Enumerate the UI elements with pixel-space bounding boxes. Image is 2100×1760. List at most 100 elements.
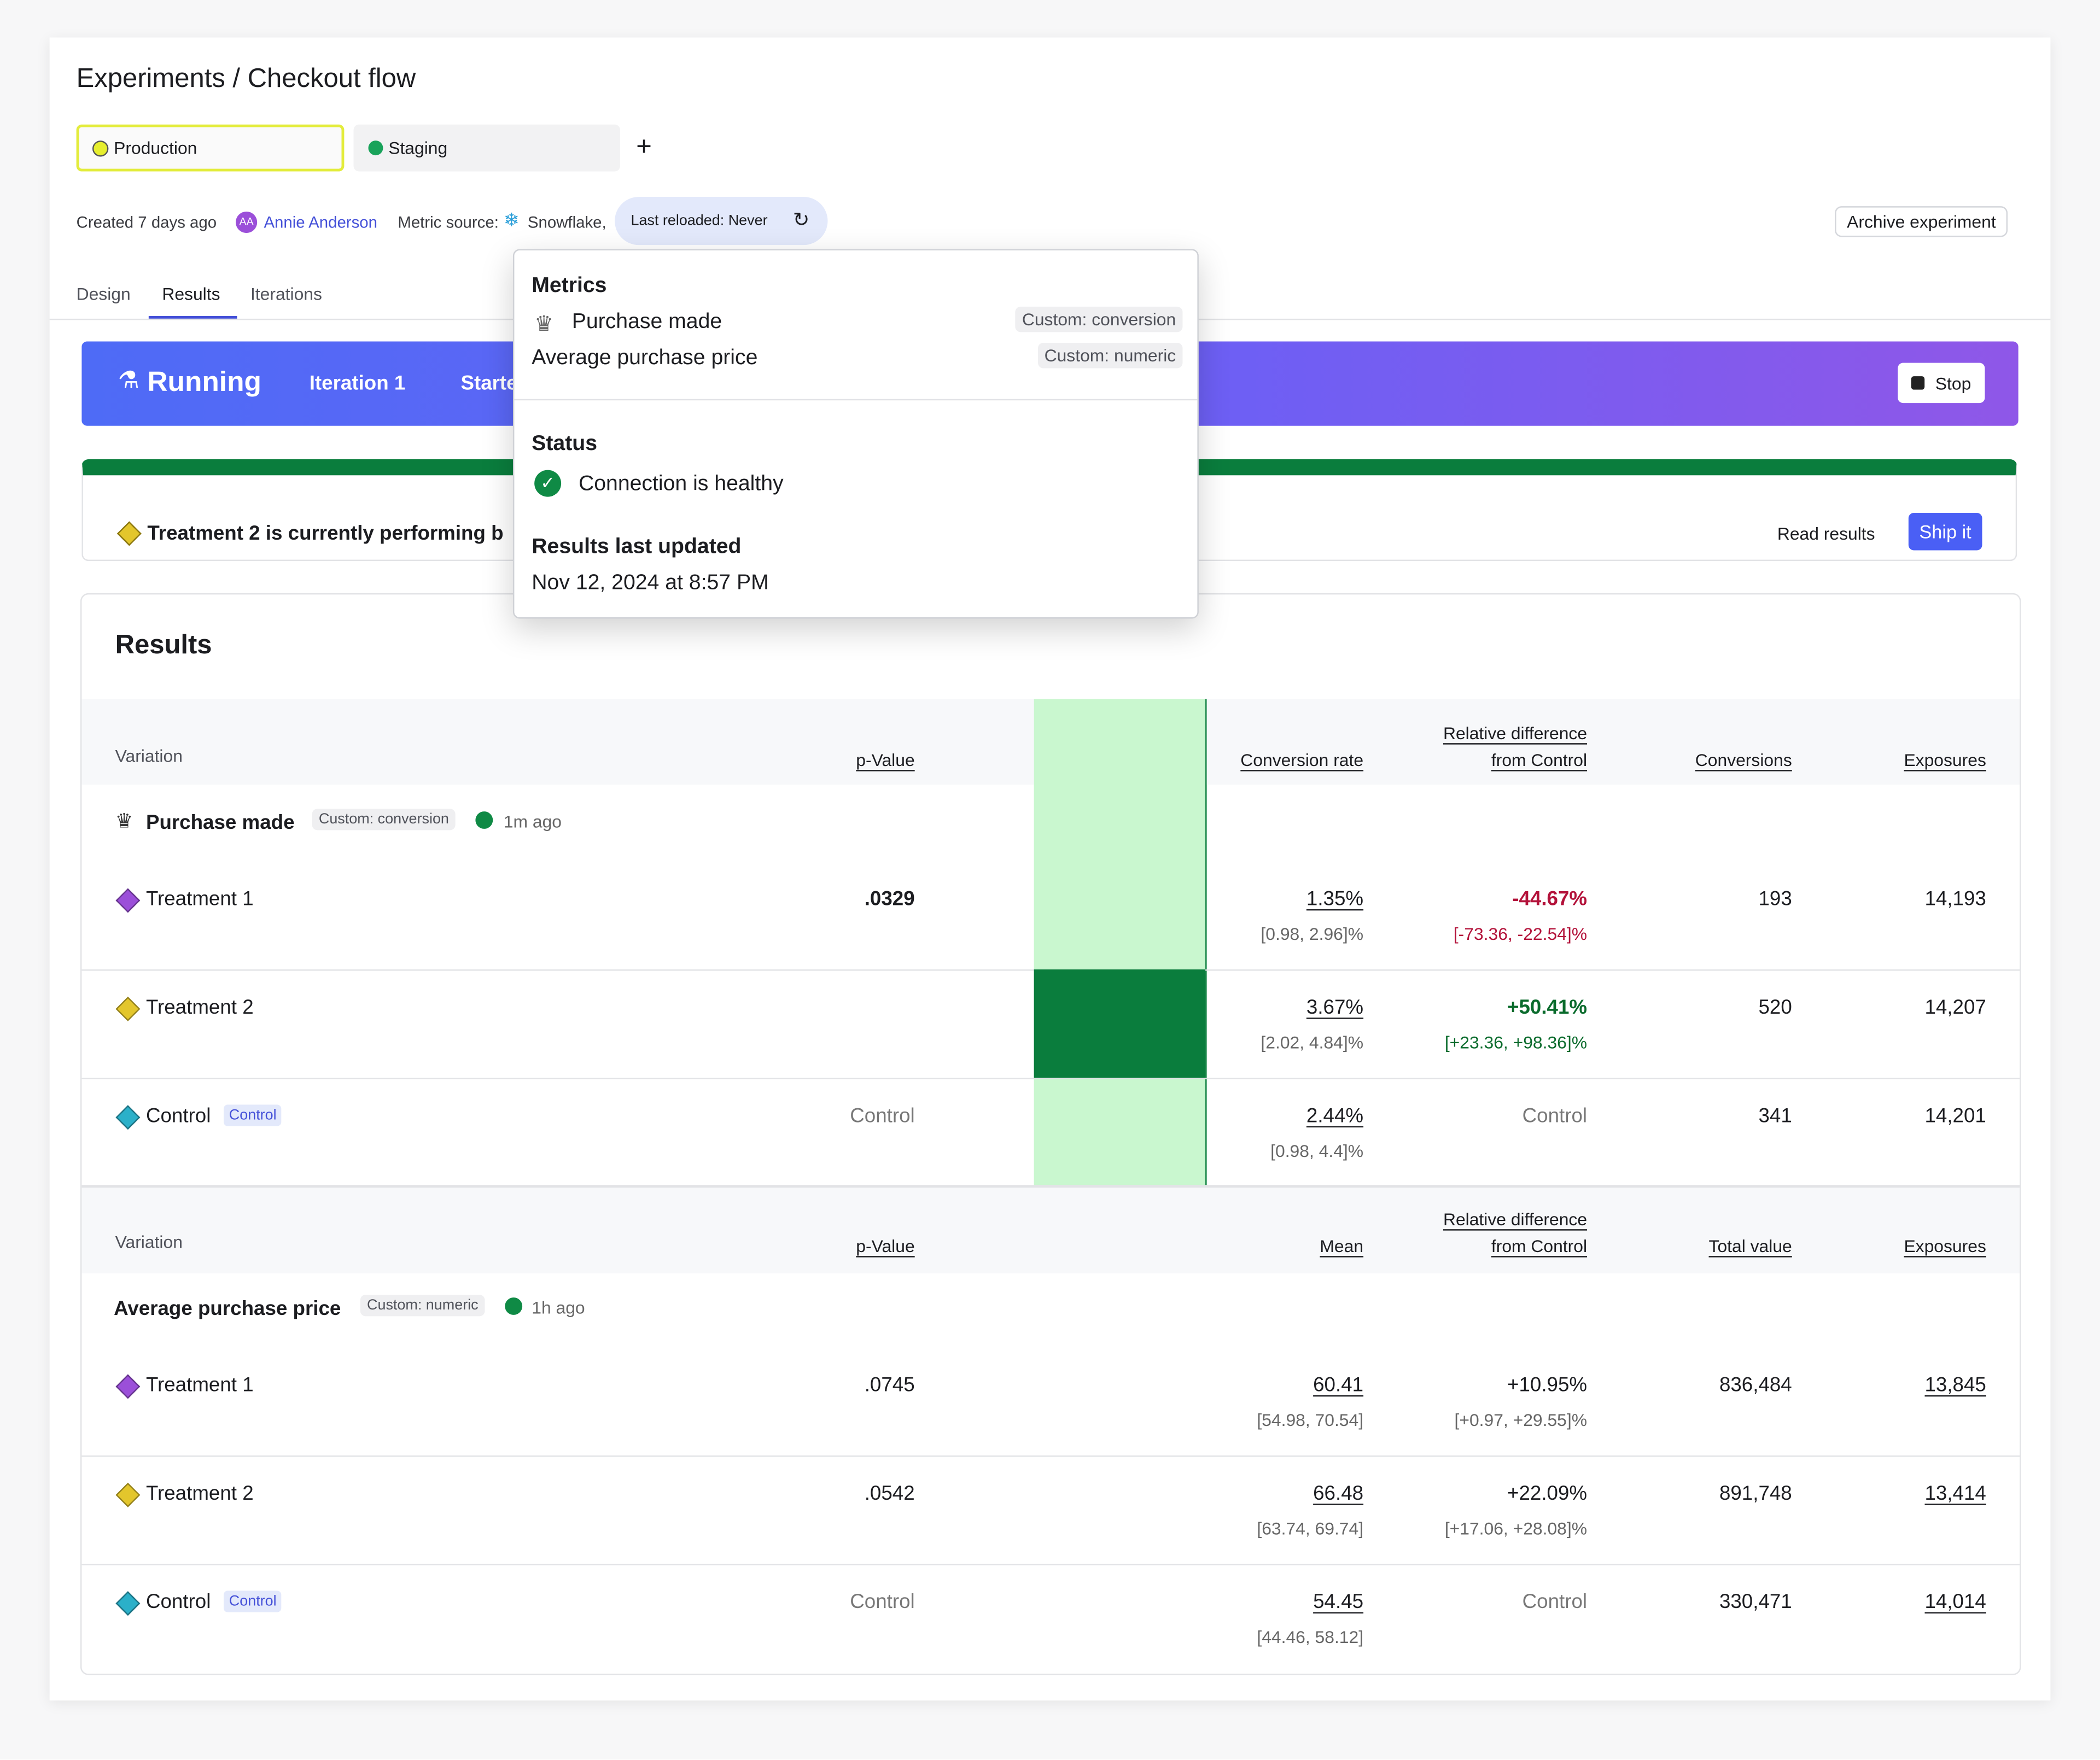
ship-button[interactable]: Ship it [1908, 512, 1982, 551]
column-header: Relative difference from Control [1443, 1209, 1588, 1256]
cell-value: 54.45 [1313, 1591, 1364, 1614]
reload-pill[interactable]: Last reloaded: Never ↻ [615, 197, 828, 245]
metric-icon: ♛ [115, 810, 133, 833]
cell-ci: [2.02, 4.84]% [1261, 1032, 1364, 1053]
metric-source: Snowflake, [527, 213, 606, 232]
updated-text: Nov 12, 2024 at 8:57 PM [532, 571, 769, 595]
cell-diff-ci: [+0.97, +29.55]% [1454, 1410, 1588, 1430]
tab[interactable]: Results [162, 284, 220, 304]
cell-pvalue: .0542 [864, 1482, 915, 1505]
cell-ci: [54.98, 70.54] [1257, 1410, 1364, 1430]
metric-name: Average purchase price [114, 1297, 341, 1320]
cell-value: 66.48 [1313, 1482, 1364, 1505]
health-icon [505, 1297, 523, 1315]
env-tab[interactable]: Staging [353, 124, 620, 172]
reload-icon[interactable]: ↻ [792, 209, 810, 232]
env-dot [368, 141, 383, 156]
cell-exposures: 14,207 [1924, 996, 1986, 1019]
metric-name: Purchase made [145, 811, 295, 834]
cell-count: 891,748 [1719, 1482, 1792, 1505]
metric-age: 1h ago [532, 1297, 585, 1318]
cell-diff-ci: [+17.06, +28.08]% [1444, 1518, 1588, 1539]
row-divider [81, 1455, 2020, 1457]
variation-name: Treatment 2 [145, 1482, 254, 1505]
add-env[interactable]: + [636, 132, 652, 162]
column-header: Relative difference from Control [1443, 723, 1588, 770]
status: Running [147, 367, 261, 398]
table-header [81, 1185, 2020, 1273]
tab[interactable]: Design [76, 284, 131, 304]
row-divider [81, 1078, 2020, 1079]
diamond [115, 996, 141, 1021]
control-badge: Control [223, 1591, 282, 1612]
metric-tag: Custom: numeric [360, 1295, 485, 1317]
variation-name: Treatment 1 [145, 1373, 254, 1397]
cell-count: 330,471 [1719, 1591, 1792, 1614]
significant-cell [1034, 969, 1206, 1078]
alert-message: Treatment 2 is currently performing b [147, 522, 504, 545]
cell-count: 520 [1758, 996, 1792, 1019]
cell-pvalue: .0500 [864, 996, 915, 1019]
cell-ci: [63.74, 69.74] [1257, 1518, 1364, 1539]
results-title: Results [115, 630, 212, 660]
cell-value: 2.44% [1306, 1104, 1364, 1128]
created: Created 7 days ago [76, 213, 217, 232]
env-tab[interactable]: Production [76, 124, 345, 172]
cell-value: 1.35% [1306, 887, 1364, 911]
cell-exposures: 13,845 [1924, 1373, 1986, 1397]
table-header-bg [1206, 699, 2020, 785]
column-header: Exposures [1904, 1236, 1986, 1256]
cell-ci: [0.98, 4.4]% [1270, 1141, 1364, 1161]
column-header: Total value [1708, 1236, 1792, 1256]
cell-exposures: 14,014 [1924, 1591, 1986, 1614]
stop-label: Stop [1935, 373, 1971, 394]
cell-value: 3.67% [1306, 996, 1364, 1019]
cell-exposures: 14,201 [1924, 1104, 1986, 1128]
flask-icon: ⚗ [118, 367, 140, 394]
popover-heading: Metrics [532, 274, 607, 297]
cell-exposures: 14,193 [1924, 887, 1986, 911]
env-dot [92, 141, 109, 157]
read-results[interactable]: Read results [1777, 523, 1875, 544]
env-label: Staging [388, 138, 448, 158]
cell-diff: Control [1522, 1104, 1588, 1128]
metric-tag: Custom: numeric [1037, 342, 1183, 369]
row-divider [81, 1564, 2020, 1565]
metric-tag: Custom: conversion [1015, 306, 1183, 332]
popover-heading: Status [532, 432, 598, 455]
cell-diff: Control [1522, 1591, 1588, 1614]
stop-button[interactable]: Stop [1898, 362, 1985, 404]
cell-diff: +10.95% [1507, 1373, 1588, 1397]
tab-underline [148, 315, 237, 319]
stop-icon [1911, 376, 1925, 390]
check-icon: ✓ [534, 470, 562, 497]
metric-age: 1m ago [503, 811, 562, 832]
column-header: p-Value [856, 750, 915, 770]
archive-button[interactable]: Archive experiment [1835, 206, 2008, 237]
cell-diff-ci: [-73.36, -22.54]% [1453, 923, 1588, 944]
diamond [115, 888, 141, 913]
diamond [115, 1374, 141, 1399]
table-header-bg [81, 699, 1034, 785]
cell-diff: +50.41% [1507, 996, 1588, 1019]
pvalue-column [1034, 699, 1207, 1185]
started: Starte [460, 372, 518, 395]
cell-ci: [44.46, 58.12] [1257, 1627, 1364, 1647]
column-header: p-Value [856, 1236, 915, 1256]
owner[interactable]: Annie Anderson [264, 213, 377, 232]
cell-pvalue: Control [850, 1591, 915, 1614]
variation-name: Control [145, 1104, 211, 1128]
cell-pvalue: .0329 [864, 887, 915, 911]
column-header: Mean [1320, 1236, 1364, 1256]
popover: Metrics ♛ Purchase made Custom: conversi… [512, 249, 1199, 619]
tab[interactable]: Iterations [250, 284, 322, 304]
popover-heading: Results last updated [532, 535, 742, 559]
column-header: Conversion rate [1240, 750, 1364, 770]
last-reloaded: Last reloaded: Never [631, 213, 768, 229]
variation-name: Treatment 1 [145, 887, 254, 911]
cell-diff: -44.67% [1512, 887, 1588, 911]
env-label: Production [114, 138, 197, 158]
iteration: Iteration 1 [309, 372, 406, 395]
snowflake-icon: ❄ [503, 209, 520, 231]
cell-exposures: 13,414 [1924, 1482, 1986, 1505]
